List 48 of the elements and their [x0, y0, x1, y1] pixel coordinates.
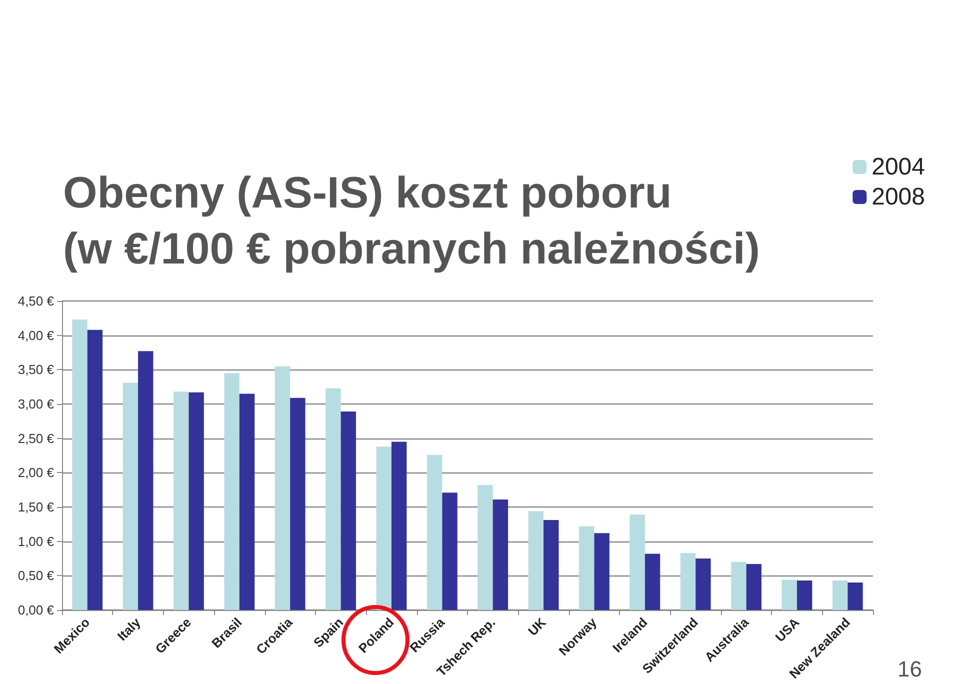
bar: [594, 533, 610, 610]
y-tick-label: 3,00 €: [18, 396, 55, 412]
x-tick-label: USA: [772, 614, 803, 645]
bar: [478, 485, 493, 610]
bar: [290, 398, 306, 610]
bar: [376, 446, 392, 610]
bar: [644, 554, 660, 610]
bar: [848, 582, 863, 610]
bar: [782, 580, 797, 610]
bar: [174, 392, 189, 610]
y-tick-label: 1,50 €: [18, 500, 55, 514]
y-tick-label: 3,50 €: [18, 362, 55, 378]
chart-title: Obecny (AS-IS) koszt poboru (w €/100 € pobranych należności): [63, 168, 760, 274]
bar: [72, 320, 88, 610]
y-tick-label: 0,00 €: [18, 602, 55, 618]
bar: [832, 580, 848, 610]
bar: [224, 373, 240, 610]
y-tick-label: 0,50 €: [18, 568, 55, 584]
bar: [87, 330, 103, 610]
bar: [122, 382, 138, 610]
x-tick-label: UK: [524, 614, 550, 639]
y-tick-label: 4,00 €: [18, 328, 55, 343]
bar: [696, 558, 711, 610]
bar: [274, 366, 290, 610]
text: 16: [898, 656, 922, 682]
bar: [340, 412, 356, 610]
bar: [138, 351, 154, 610]
bar: [796, 580, 812, 610]
bar: [391, 442, 407, 610]
bar: [188, 392, 204, 610]
y-tick-label: 2,00 €: [18, 465, 55, 480]
bar: [492, 499, 508, 610]
bar: [680, 553, 696, 610]
y-tick-label: 1,00 €: [18, 534, 55, 549]
y-tick-label: 4,50 €: [18, 294, 55, 308]
bar: [746, 564, 762, 610]
bar: [731, 562, 746, 610]
bar: [326, 388, 341, 610]
bar: [426, 454, 442, 610]
legend-label: 2004: [872, 154, 925, 180]
y-tick-label: 2,50 €: [18, 430, 55, 446]
bar: [239, 394, 255, 610]
bar: [579, 526, 594, 610]
bar: [528, 511, 544, 610]
legend-label: 2008: [872, 184, 925, 210]
bar: [544, 520, 559, 610]
bar: [630, 514, 645, 610]
bar: [442, 492, 458, 610]
